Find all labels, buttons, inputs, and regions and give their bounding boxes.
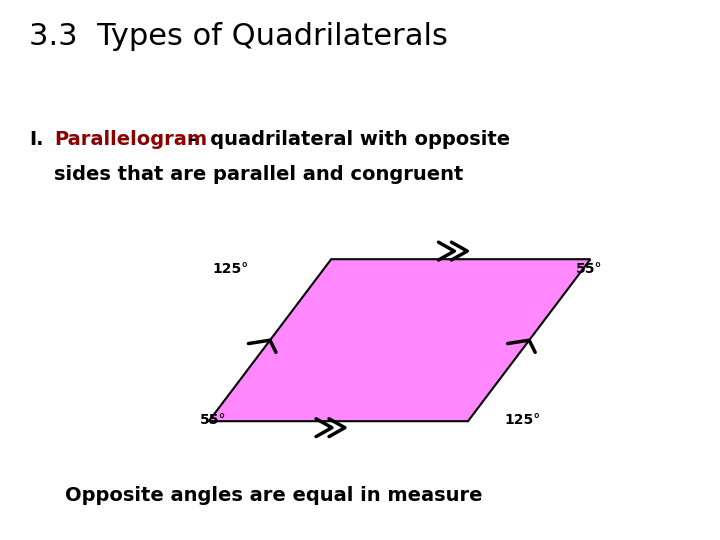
Text: 55°: 55° [200, 413, 227, 427]
Text: sides that are parallel and congruent: sides that are parallel and congruent [54, 165, 464, 184]
Text: -  quadrilateral with opposite: - quadrilateral with opposite [182, 130, 510, 148]
Polygon shape [209, 259, 590, 421]
Text: 125°: 125° [212, 262, 248, 276]
Text: 55°: 55° [576, 262, 603, 276]
Text: 125°: 125° [504, 413, 540, 427]
Text: Opposite angles are equal in measure: Opposite angles are equal in measure [65, 486, 482, 505]
Text: I.: I. [29, 130, 43, 148]
Text: 3.3  Types of Quadrilaterals: 3.3 Types of Quadrilaterals [29, 22, 448, 51]
Text: Parallelogram: Parallelogram [54, 130, 207, 148]
